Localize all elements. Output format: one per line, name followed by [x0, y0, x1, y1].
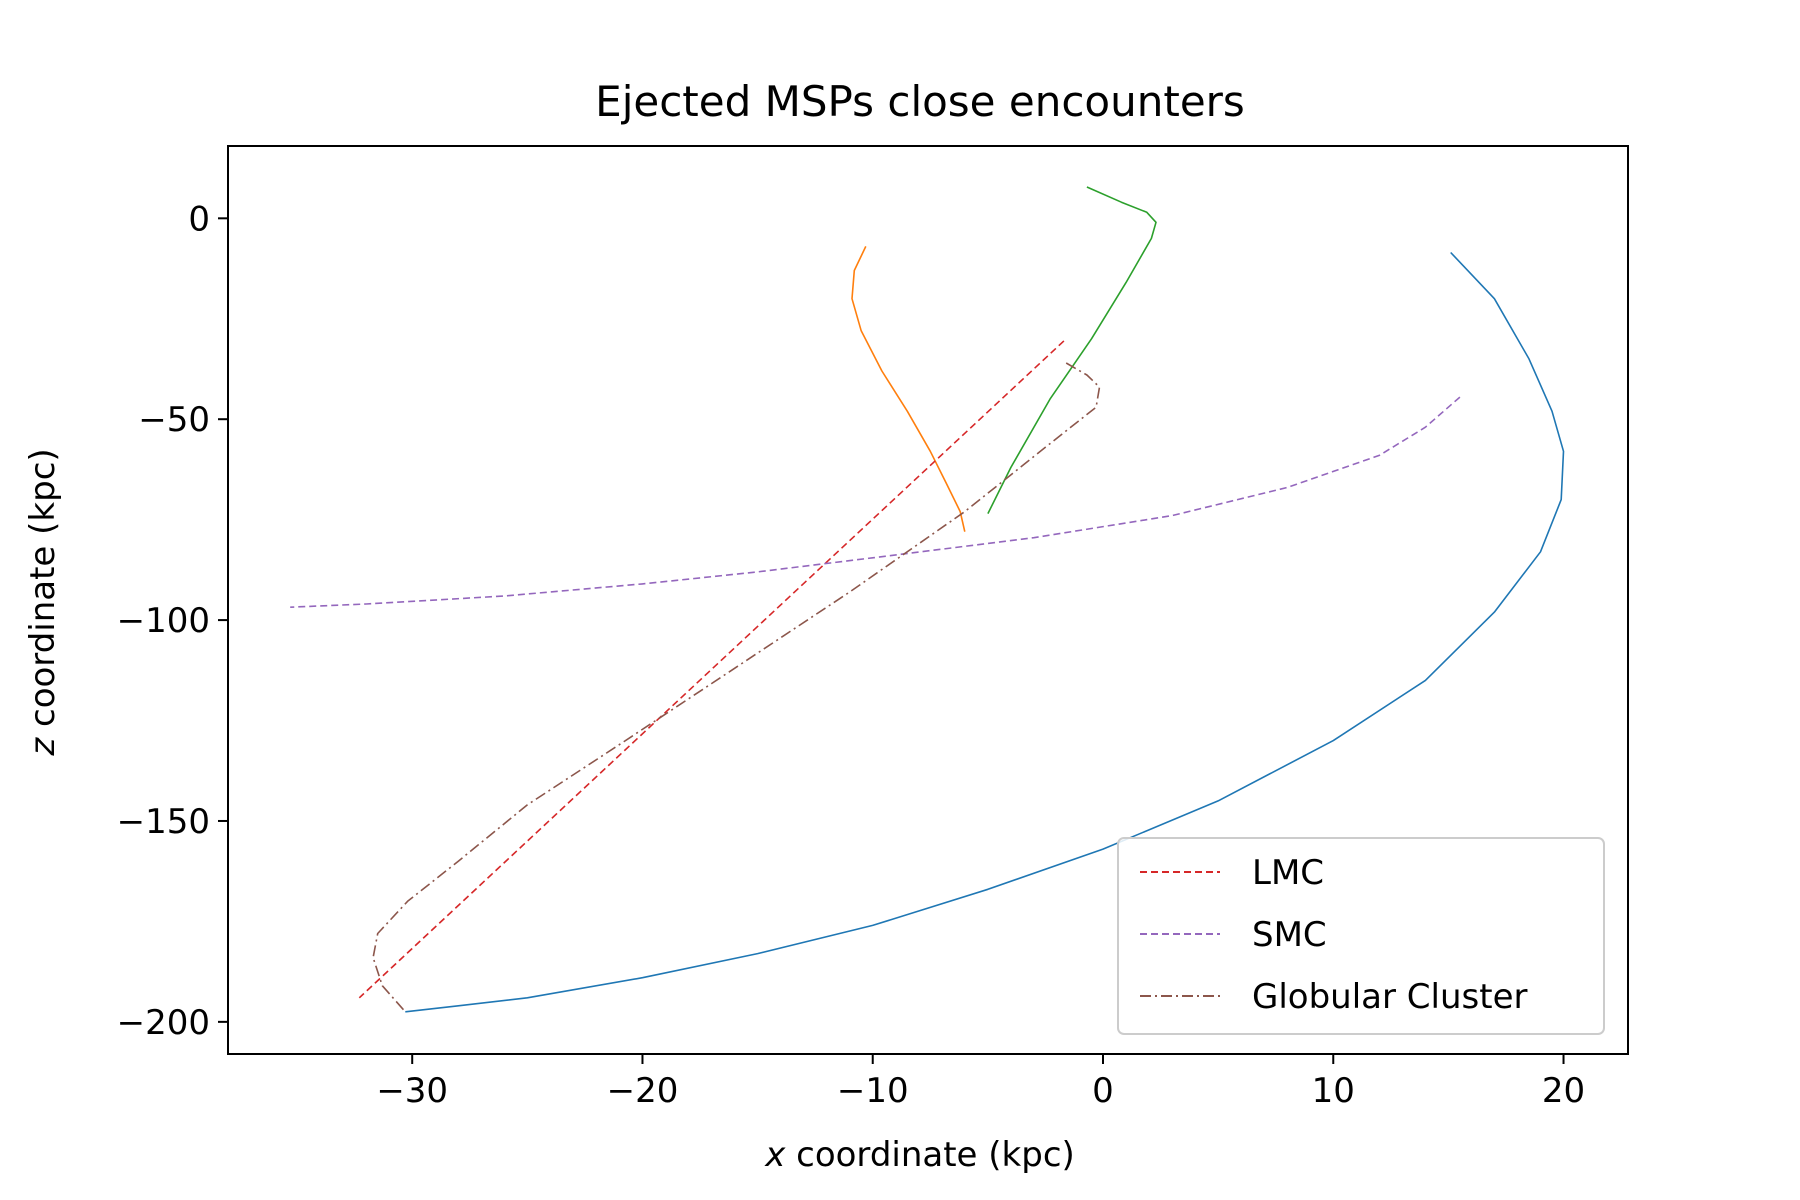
y-axis-label-variable: z	[23, 737, 63, 757]
x-axis-ticks: −30 −20 −10 0 10 20	[376, 1054, 1585, 1111]
y-tick-label: 0	[188, 199, 210, 239]
y-axis-label: z coordinate (kpc)	[23, 448, 63, 756]
x-tick-label: 20	[1542, 1071, 1585, 1111]
y-tick-label: −50	[138, 400, 210, 440]
chart-title: Ejected MSPs close encounters	[595, 77, 1245, 126]
y-tick-label: −150	[117, 802, 210, 842]
y-axis-label-text: coordinate (kpc)	[23, 448, 63, 737]
axes-frame	[227, 145, 1629, 1055]
y-tick-label: −200	[117, 1003, 210, 1043]
series-line-trajectory-3	[987, 186, 1157, 514]
series-line-trajectory-1	[405, 251, 1565, 1013]
series-line-lmc	[358, 340, 1065, 999]
x-tick-label: 10	[1312, 1071, 1355, 1111]
y-tick-label: −100	[117, 601, 210, 641]
legend-label-lmc: LMC	[1252, 853, 1324, 893]
x-tick-label: 0	[1092, 1071, 1114, 1111]
series-line-smc	[290, 396, 1461, 608]
legend-box	[1117, 837, 1605, 1035]
legend-label-globular-cluster: Globular Cluster	[1252, 977, 1527, 1017]
x-axis-label-text: coordinate (kpc)	[785, 1135, 1074, 1175]
x-axis-label-variable: x	[764, 1135, 786, 1175]
y-axis-ticks: 0 −50 −100 −150 −200	[117, 199, 228, 1043]
plot-area	[290, 186, 1565, 1013]
x-tick-label: −30	[376, 1071, 448, 1111]
legend: LMC SMC Globular Cluster	[1117, 837, 1605, 1035]
series-line-globular-cluster	[372, 362, 1101, 1013]
x-tick-label: −20	[607, 1071, 679, 1111]
legend-label-smc: SMC	[1252, 915, 1327, 955]
series-line-trajectory-2	[851, 246, 966, 532]
x-axis-label: x coordinate (kpc)	[764, 1135, 1075, 1175]
x-tick-label: −10	[837, 1071, 909, 1111]
